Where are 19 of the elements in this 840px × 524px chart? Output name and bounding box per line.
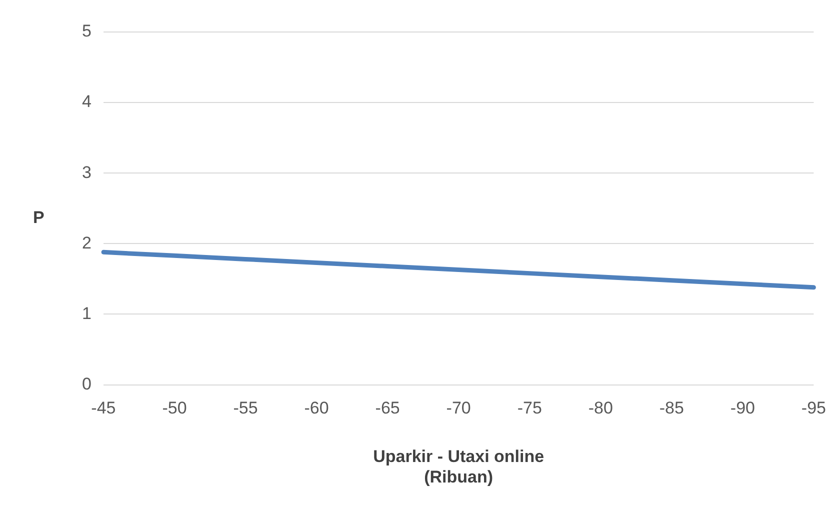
x-tick-label: -60 [304,398,329,418]
y-tick-label: 0 [82,374,92,394]
y-tick-label: 5 [82,22,92,41]
y-tick-label: 4 [82,92,92,112]
y-tick-label: 3 [82,162,92,182]
x-tick-label: -45 [91,398,116,418]
x-tick-label: -70 [446,398,471,418]
x-tick-label: -65 [375,398,400,418]
x-tick-label: -90 [730,398,755,418]
x-tick-label: -80 [588,398,613,418]
x-tick-label: -85 [659,398,684,418]
y-tick-label: 1 [82,304,92,323]
x-tick-label: -95 [801,398,826,418]
x-tick-label: -75 [517,398,542,418]
y-axis-title: P [33,208,44,228]
y-tick-label: 2 [82,233,92,252]
x-tick-label: -50 [162,398,187,418]
x-tick-label: -55 [233,398,258,418]
x-axis-title: Uparkir - Utaxi online (Ribuan) [373,447,544,486]
